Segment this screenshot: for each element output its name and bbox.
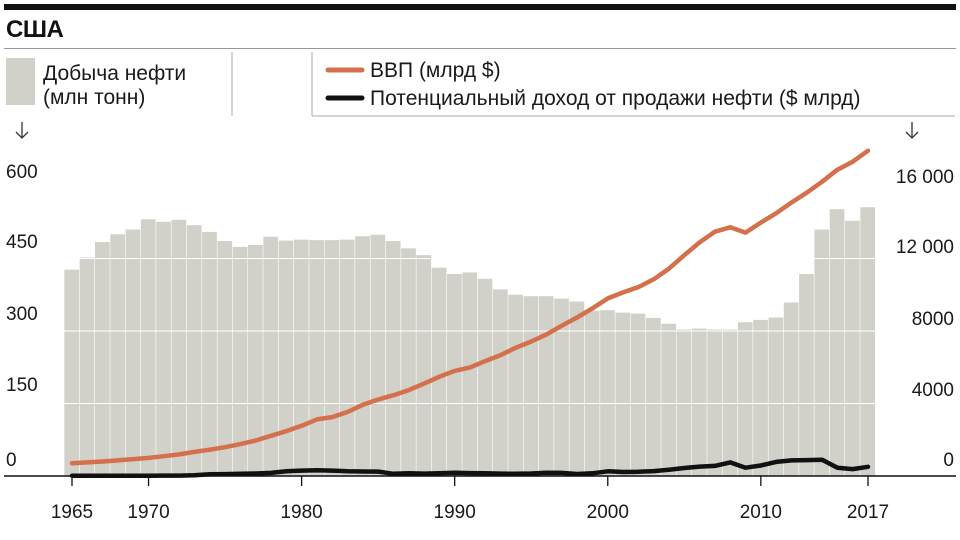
x-axis-labels: 1965 1970 1980 1990 2000 2010 2017 bbox=[51, 502, 889, 523]
oil-bar-1967 bbox=[94, 242, 110, 476]
oil-bar-2008 bbox=[722, 329, 738, 476]
oil-bar-1968 bbox=[110, 234, 125, 476]
legend-income-label: Потенциальный доход от продажи нефти ($ … bbox=[370, 87, 861, 110]
oil-bar-1986 bbox=[385, 241, 401, 476]
x-tick-label-1990: 1990 bbox=[434, 502, 476, 523]
y-left-tick-600: 600 bbox=[6, 162, 38, 183]
oil-bar-1972 bbox=[171, 219, 187, 476]
oil-income-line bbox=[69, 457, 871, 478]
oil-bar-1994 bbox=[508, 294, 523, 476]
oil-bar-1977 bbox=[248, 244, 263, 476]
chart-title: США bbox=[6, 16, 64, 43]
y-left-tick-300: 300 bbox=[6, 304, 38, 325]
oil-bar-1984 bbox=[355, 236, 370, 476]
y-left-tick-0: 0 bbox=[6, 450, 17, 471]
oil-bar-1997 bbox=[554, 298, 569, 476]
x-tick-label-1980: 1980 bbox=[280, 502, 322, 523]
oil-bar-1978 bbox=[263, 236, 279, 476]
right-axis-arrow-icon bbox=[905, 122, 919, 139]
oil-bar-2005 bbox=[676, 329, 692, 476]
oil-bar-1982 bbox=[324, 240, 340, 476]
y-right-tick-4000: 4000 bbox=[912, 380, 954, 401]
x-tick-label-2017: 2017 bbox=[847, 502, 889, 523]
oil-bar-1969 bbox=[125, 229, 141, 476]
oil-bar-2004 bbox=[661, 323, 677, 476]
oil-bar-1980 bbox=[293, 239, 309, 476]
legend-bars-label-line1: Добыча нефти bbox=[43, 62, 186, 85]
y-right-tick-16000: 16 000 bbox=[896, 167, 954, 188]
oil-bar-1981 bbox=[309, 240, 324, 476]
oil-bar-1990 bbox=[447, 273, 462, 476]
oil-bar-2016 bbox=[845, 220, 860, 476]
oil-bar-2011 bbox=[768, 317, 784, 476]
oil-bar-1987 bbox=[401, 248, 416, 476]
oil-bar-1988 bbox=[416, 255, 432, 476]
oil-bar-1975 bbox=[217, 241, 233, 476]
oil-bar-2009 bbox=[737, 322, 753, 476]
oil-bar-1992 bbox=[477, 278, 493, 476]
oil-bar-2002 bbox=[630, 313, 646, 476]
oil-bar-1989 bbox=[431, 267, 447, 476]
top-rule bbox=[4, 4, 956, 10]
oil-bar-2013 bbox=[799, 273, 814, 476]
x-tick-label-1970: 1970 bbox=[127, 502, 169, 523]
oil-bar-2003 bbox=[646, 317, 661, 476]
oil-bar-1974 bbox=[202, 231, 217, 476]
oil-bar-2010 bbox=[753, 319, 768, 476]
legend-bars-label-line2: (млн тонн) bbox=[43, 86, 145, 109]
oil-bar-2007 bbox=[707, 329, 722, 476]
oil-bar-1995 bbox=[523, 296, 539, 476]
oil-bar-1973 bbox=[186, 225, 202, 476]
oil-bar-2014 bbox=[814, 229, 830, 476]
oil-bar-1985 bbox=[370, 234, 386, 476]
oil-bar-1999 bbox=[584, 310, 600, 476]
oil-bar-1966 bbox=[79, 257, 95, 476]
gridlines bbox=[4, 185, 956, 404]
gdp-line bbox=[69, 148, 871, 466]
y-right-tick-12000: 12 000 bbox=[896, 237, 954, 258]
oil-bar-2001 bbox=[615, 312, 631, 476]
y-left-tick-150: 150 bbox=[6, 375, 38, 396]
oil-bar-1983 bbox=[339, 239, 355, 476]
oil-bar-1976 bbox=[232, 246, 248, 476]
oil-bar-1996 bbox=[538, 296, 554, 476]
title-rule bbox=[4, 48, 956, 49]
y-right-tick-0: 0 bbox=[943, 450, 954, 471]
oil-bar-2000 bbox=[600, 310, 615, 476]
oil-bar-1965 bbox=[64, 269, 80, 476]
left-axis-arrow-icon bbox=[15, 122, 29, 139]
oil-bar-1971 bbox=[156, 221, 171, 476]
oil-bar-2012 bbox=[783, 302, 799, 476]
oil-bar-2017 bbox=[860, 207, 876, 476]
oil-bar-1991 bbox=[462, 272, 478, 476]
x-tick-label-2010: 2010 bbox=[740, 502, 782, 523]
legend-bars-swatch bbox=[6, 58, 35, 105]
x-tick-label-2000: 2000 bbox=[587, 502, 629, 523]
oil-bar-1993 bbox=[492, 289, 508, 476]
oil-bar-2006 bbox=[691, 328, 707, 476]
y-right-tick-8000: 8000 bbox=[912, 309, 954, 330]
oil-production-bars bbox=[64, 207, 876, 476]
x-tick-label-1965: 1965 bbox=[51, 502, 93, 523]
y-left-tick-450: 450 bbox=[6, 232, 38, 253]
legend-gdp-label: ВВП (млрд $) bbox=[370, 59, 501, 82]
oil-bar-1970 bbox=[140, 219, 156, 476]
oil-bar-1998 bbox=[569, 301, 585, 476]
oil-bar-2015 bbox=[829, 209, 845, 476]
oil-bar-1979 bbox=[278, 240, 294, 476]
x-axis-ticks bbox=[71, 476, 869, 486]
